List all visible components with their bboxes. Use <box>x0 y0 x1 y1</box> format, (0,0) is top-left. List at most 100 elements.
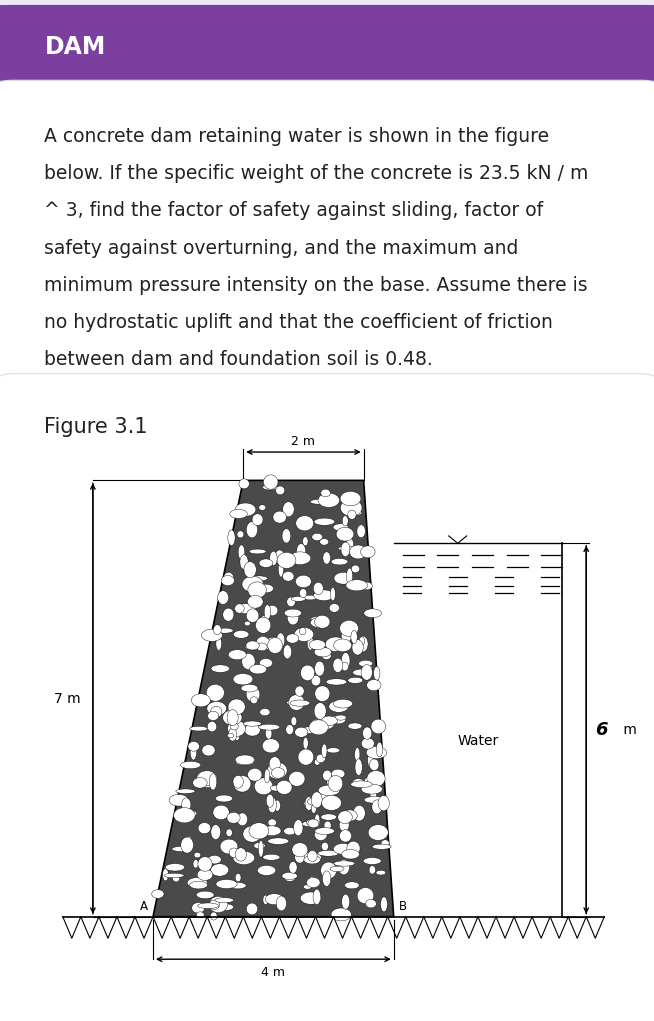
Ellipse shape <box>216 628 233 633</box>
Ellipse shape <box>311 618 329 628</box>
Ellipse shape <box>229 848 239 858</box>
Ellipse shape <box>211 912 217 920</box>
Ellipse shape <box>313 582 323 594</box>
Ellipse shape <box>182 797 191 812</box>
Ellipse shape <box>209 896 228 913</box>
Ellipse shape <box>220 839 238 854</box>
Ellipse shape <box>215 897 233 903</box>
Ellipse shape <box>300 892 321 905</box>
Ellipse shape <box>249 549 266 553</box>
Ellipse shape <box>248 582 266 598</box>
Ellipse shape <box>307 798 318 805</box>
Ellipse shape <box>322 871 331 886</box>
Ellipse shape <box>341 652 350 670</box>
Text: Water: Water <box>457 734 498 748</box>
Ellipse shape <box>320 789 332 804</box>
Ellipse shape <box>233 776 251 792</box>
Ellipse shape <box>304 856 320 864</box>
Ellipse shape <box>320 538 329 545</box>
Ellipse shape <box>250 665 267 674</box>
Ellipse shape <box>198 823 211 834</box>
Ellipse shape <box>341 663 349 671</box>
Ellipse shape <box>321 814 337 820</box>
Ellipse shape <box>172 846 192 852</box>
Ellipse shape <box>267 637 279 644</box>
Ellipse shape <box>235 873 241 882</box>
Ellipse shape <box>315 662 324 676</box>
Ellipse shape <box>186 836 192 850</box>
Ellipse shape <box>275 486 284 495</box>
Ellipse shape <box>276 896 286 911</box>
Ellipse shape <box>324 821 331 830</box>
Ellipse shape <box>315 814 320 827</box>
Ellipse shape <box>328 775 343 791</box>
Ellipse shape <box>283 645 292 659</box>
Ellipse shape <box>290 700 310 707</box>
Ellipse shape <box>256 643 267 650</box>
Ellipse shape <box>222 710 242 725</box>
FancyBboxPatch shape <box>0 5 654 82</box>
Ellipse shape <box>318 785 340 795</box>
Ellipse shape <box>243 721 262 726</box>
Ellipse shape <box>331 908 351 921</box>
Ellipse shape <box>260 709 270 716</box>
Ellipse shape <box>163 869 169 881</box>
Ellipse shape <box>370 759 379 771</box>
Ellipse shape <box>229 882 246 889</box>
Ellipse shape <box>310 499 328 504</box>
Ellipse shape <box>198 903 218 909</box>
Ellipse shape <box>235 603 244 614</box>
Ellipse shape <box>268 797 277 813</box>
Ellipse shape <box>288 771 305 786</box>
Ellipse shape <box>363 858 381 865</box>
Ellipse shape <box>258 584 273 593</box>
Ellipse shape <box>318 493 339 507</box>
Ellipse shape <box>207 722 216 732</box>
Ellipse shape <box>256 617 271 633</box>
Ellipse shape <box>338 546 358 551</box>
Ellipse shape <box>296 543 305 558</box>
Ellipse shape <box>333 524 349 531</box>
Text: m: m <box>619 723 637 737</box>
Ellipse shape <box>352 509 362 516</box>
Ellipse shape <box>312 533 322 540</box>
Ellipse shape <box>317 716 335 730</box>
Ellipse shape <box>216 904 233 911</box>
Ellipse shape <box>249 823 269 839</box>
Ellipse shape <box>264 475 278 489</box>
Ellipse shape <box>351 781 372 787</box>
Ellipse shape <box>330 866 344 872</box>
Ellipse shape <box>339 621 358 636</box>
Ellipse shape <box>310 719 324 734</box>
Ellipse shape <box>230 509 247 519</box>
Ellipse shape <box>301 821 318 827</box>
Ellipse shape <box>360 546 375 557</box>
Ellipse shape <box>187 877 207 888</box>
Ellipse shape <box>215 795 233 801</box>
Text: 4 m: 4 m <box>262 966 285 979</box>
Ellipse shape <box>347 841 360 856</box>
Ellipse shape <box>347 538 354 550</box>
Ellipse shape <box>188 741 199 751</box>
Text: B: B <box>398 901 407 914</box>
Ellipse shape <box>283 501 294 517</box>
Ellipse shape <box>189 811 197 817</box>
Ellipse shape <box>303 595 318 600</box>
Ellipse shape <box>209 774 216 790</box>
Ellipse shape <box>294 628 314 641</box>
Ellipse shape <box>358 636 368 651</box>
Ellipse shape <box>248 769 262 781</box>
Ellipse shape <box>326 679 347 685</box>
Ellipse shape <box>342 516 348 526</box>
Ellipse shape <box>372 844 391 849</box>
Ellipse shape <box>207 712 218 721</box>
Ellipse shape <box>282 872 298 879</box>
Ellipse shape <box>357 525 366 538</box>
Ellipse shape <box>381 896 387 912</box>
Ellipse shape <box>286 699 306 706</box>
Ellipse shape <box>169 794 188 807</box>
Ellipse shape <box>334 573 353 584</box>
Ellipse shape <box>316 755 325 763</box>
Ellipse shape <box>263 895 269 905</box>
Ellipse shape <box>259 504 266 510</box>
